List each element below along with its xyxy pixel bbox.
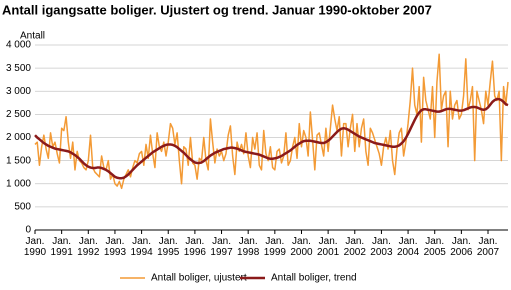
x-tick-label: Jan. 2003 [370,236,393,258]
x-tick-label: Jan. 1995 [157,236,180,258]
legend-label: Antall boliger, trend [271,273,357,284]
x-tick-label: Jan. 1990 [24,236,47,258]
y-tick-label: 1 500 [6,155,31,166]
y-tick-label: 4 000 [6,40,31,51]
x-tick-label: Jan. 1991 [51,236,74,258]
chart-title: Antall igangsatte boliger. Ujustert og t… [2,2,432,17]
y-tick-label: 1 000 [6,178,31,189]
x-tick-label: Jan. 1993 [104,236,127,258]
x-tick-label: Jan. 2006 [450,236,473,258]
x-tick-label: Jan. 2002 [344,236,367,258]
x-tick-label: Jan. 1999 [264,236,287,258]
x-tick-label: Jan. 1994 [130,236,153,258]
y-tick-label: 500 [14,202,31,213]
x-tick-label: Jan. 2000 [290,236,313,258]
series-line [34,53,509,190]
y-tick-label: 0 [25,225,31,236]
x-tick-label: Jan. 1996 [184,236,207,258]
x-tick-label: Jan. 2007 [477,236,500,258]
legend-label: Antall boliger, ujustert [151,273,247,284]
x-tick-label: Jan. 2001 [317,236,340,258]
x-tick-label: Jan. 1992 [77,236,100,258]
y-tick-label: 2 000 [6,132,31,143]
x-tick-label: Jan. 1998 [237,236,260,258]
x-tick-label: Jan. 2004 [397,236,420,258]
y-tick-label: 2 500 [6,109,31,120]
y-tick-label: 3 500 [6,63,31,74]
y-axis-label: Antall [20,31,45,42]
series-line [34,97,509,180]
x-tick-label: Jan. 1997 [210,236,233,258]
x-tick-label: Jan. 2005 [424,236,447,258]
y-tick-label: 3 000 [6,86,31,97]
